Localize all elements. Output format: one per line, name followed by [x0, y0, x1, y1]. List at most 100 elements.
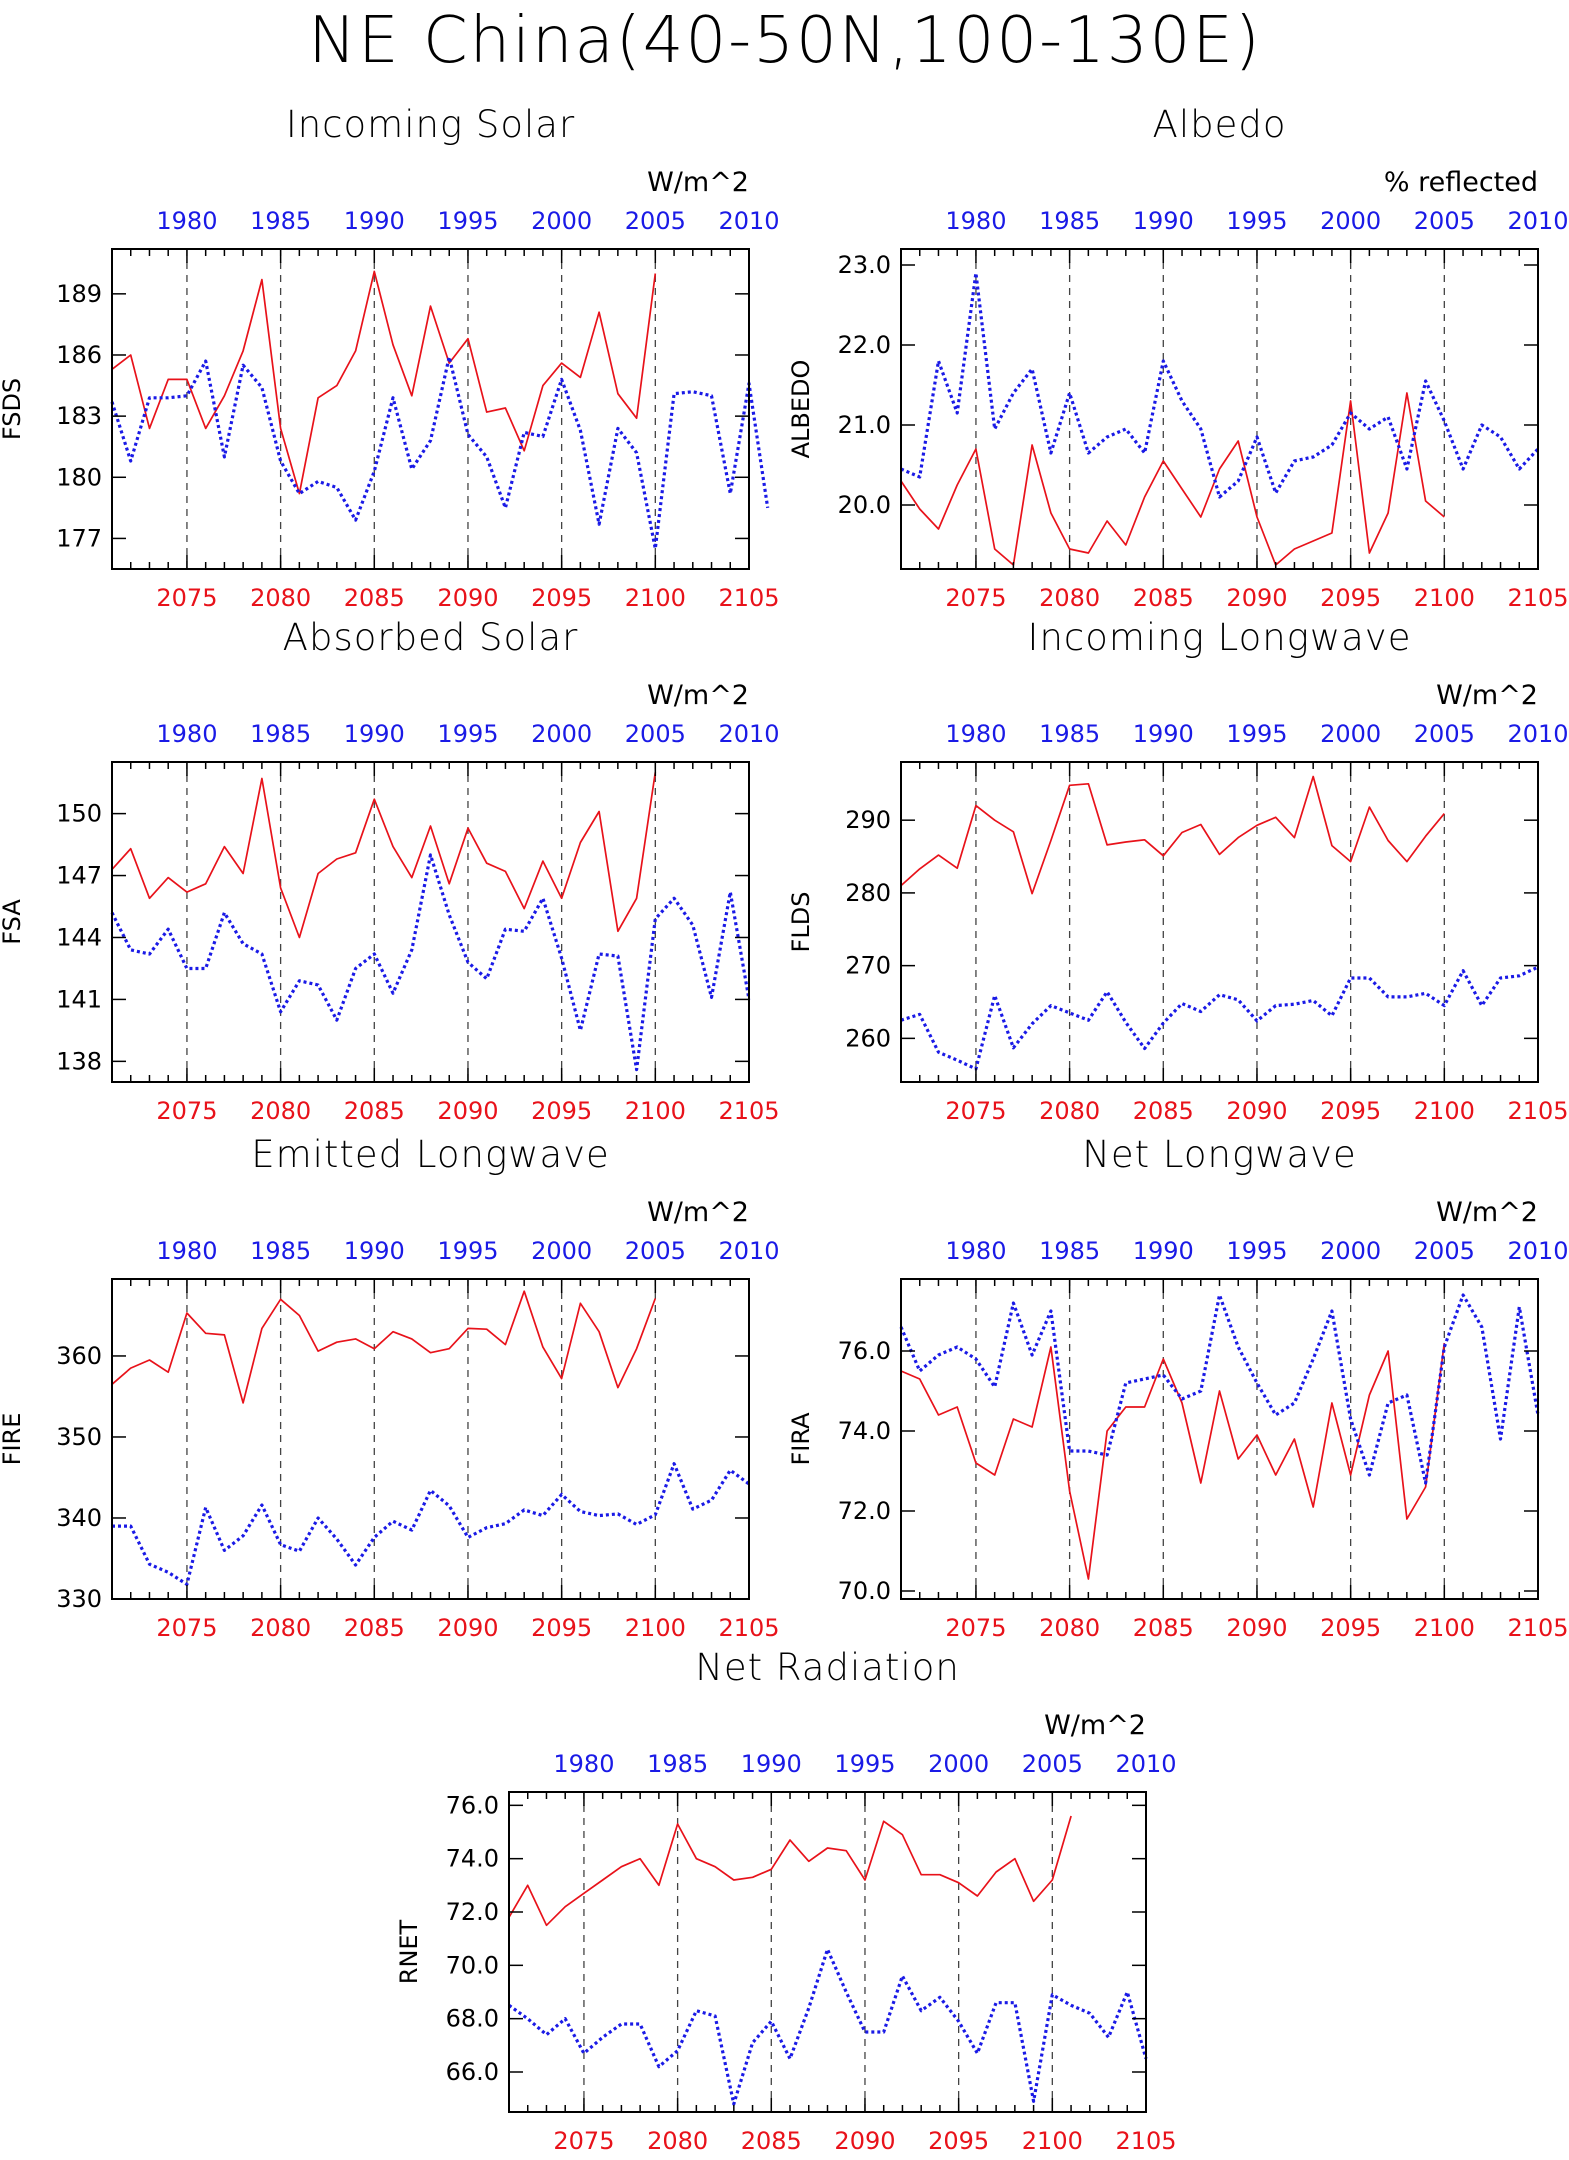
plot-frame	[111, 248, 750, 570]
y-tick-label: 141	[56, 985, 102, 1013]
y-tick-label: 20.0	[838, 491, 891, 519]
top-tick-label: 1985	[250, 1237, 311, 1265]
chart-panel-fira: Net Longwave W/m^2 2075 2080 2085 2090 2095 210…	[787, 1133, 1569, 1642]
y-tick-label: 340	[56, 1504, 102, 1532]
bottom-tick-label: 2105	[718, 584, 779, 612]
y-tick-label: 74.0	[446, 1845, 499, 1873]
y-tick-label: 74.0	[838, 1417, 891, 1445]
y-tick-label: 177	[56, 524, 102, 552]
units-label: W/m^2	[1436, 680, 1538, 711]
top-tick-label: 2005	[625, 1237, 686, 1265]
series-line-future	[900, 392, 1445, 566]
y-tick-label: 290	[845, 806, 891, 834]
bottom-tick-label: 2095	[531, 1614, 592, 1642]
top-tick-label: 2005	[1414, 720, 1475, 748]
top-tick-label: 1985	[1039, 207, 1100, 235]
bottom-tick-label: 2085	[1133, 584, 1194, 612]
y-axis-label: ALBEDO	[787, 360, 815, 459]
top-tick-label: 2010	[718, 720, 779, 748]
panel-title: Incoming Longwave	[1028, 616, 1412, 659]
top-tick-label: 1990	[344, 1237, 405, 1265]
top-tick-label: 1990	[1133, 720, 1194, 748]
chart-panel-fsds: Incoming Solar W/m^2 2075 2080 2085 2090 2095 2…	[0, 103, 780, 612]
top-tick-label: 2005	[1414, 207, 1475, 235]
bottom-tick-label: 2095	[928, 2127, 989, 2155]
top-tick-label: 1995	[437, 720, 498, 748]
top-tick-label: 1995	[1226, 207, 1287, 235]
y-tick-label: 21.0	[838, 411, 891, 439]
y-tick-label: 280	[845, 879, 891, 907]
top-tick-label: 1990	[1133, 1237, 1194, 1265]
series-line-future	[111, 772, 657, 939]
y-axis-label: FSDS	[0, 378, 26, 440]
y-tick-label: 76.0	[446, 1791, 499, 1819]
y-tick-label: 330	[56, 1585, 102, 1613]
bottom-tick-label: 2100	[1022, 2127, 1083, 2155]
bottom-tick-label: 2080	[250, 584, 311, 612]
series-line-historical	[900, 271, 1540, 499]
bottom-tick-label: 2090	[1226, 1097, 1287, 1125]
y-axis-label: FLDS	[787, 892, 815, 953]
panel-title: Absorbed Solar	[283, 616, 579, 659]
bottom-tick-label: 2105	[1507, 1097, 1568, 1125]
top-tick-label: 1980	[156, 720, 217, 748]
bottom-tick-label: 2075	[156, 1614, 217, 1642]
bottom-tick-label: 2105	[718, 1097, 779, 1125]
top-tick-label: 1990	[344, 720, 405, 748]
top-tick-label: 2000	[531, 1237, 592, 1265]
bottom-tick-label: 2075	[156, 584, 217, 612]
y-tick-label: 350	[56, 1423, 102, 1451]
top-tick-label: 2005	[625, 720, 686, 748]
top-tick-label: 2005	[1022, 1750, 1083, 1778]
panel-title: Net Radiation	[695, 1646, 960, 1689]
top-tick-label: 1990	[741, 1750, 802, 1778]
y-tick-label: 150	[56, 800, 102, 828]
y-tick-label: 70.0	[838, 1577, 891, 1605]
bottom-tick-label: 2075	[945, 1614, 1006, 1642]
y-tick-label: 68.0	[446, 2005, 499, 2033]
top-tick-label: 1980	[553, 1750, 614, 1778]
figure-title: NE China(40-50N,100-130E)	[308, 4, 1261, 78]
top-tick-label: 1980	[945, 720, 1006, 748]
y-tick-label: 147	[56, 862, 102, 890]
top-tick-label: 2005	[1414, 1237, 1475, 1265]
bottom-tick-label: 2080	[647, 2127, 708, 2155]
plot-frame	[900, 761, 1539, 1083]
top-tick-label: 2000	[1320, 720, 1381, 748]
bottom-tick-label: 2105	[718, 1614, 779, 1642]
top-tick-label: 1985	[250, 720, 311, 748]
bottom-tick-label: 2090	[1226, 1614, 1287, 1642]
bottom-tick-label: 2090	[437, 1614, 498, 1642]
y-tick-label: 72.0	[838, 1497, 891, 1525]
y-axis-label: FIRA	[787, 1412, 815, 1466]
panel-title: Net Longwave	[1082, 1133, 1357, 1176]
bottom-tick-label: 2085	[1133, 1614, 1194, 1642]
bottom-tick-label: 2075	[945, 1097, 1006, 1125]
panels: Incoming Solar W/m^2 2075 2080 2085 2090 2095 2…	[0, 103, 1569, 2155]
top-tick-label: 1980	[945, 1237, 1006, 1265]
top-tick-label: 2000	[1320, 1237, 1381, 1265]
bottom-tick-label: 2080	[1039, 584, 1100, 612]
bottom-tick-label: 2095	[531, 584, 592, 612]
bottom-tick-label: 2095	[1320, 1097, 1381, 1125]
bottom-tick-label: 2095	[531, 1097, 592, 1125]
bottom-tick-label: 2090	[1226, 584, 1287, 612]
bottom-tick-label: 2085	[1133, 1097, 1194, 1125]
top-tick-label: 2010	[1507, 1237, 1568, 1265]
chart-panel-fire: Emitted Longwave W/m^2 2075 2080 2085 2090 209…	[0, 1133, 780, 1642]
units-label: W/m^2	[1044, 1710, 1146, 1741]
bottom-tick-label: 2075	[156, 1097, 217, 1125]
bottom-tick-label: 2095	[1320, 584, 1381, 612]
y-tick-label: 138	[56, 1047, 102, 1075]
top-tick-label: 2010	[1507, 720, 1568, 748]
series-line-historical	[112, 1462, 750, 1587]
bottom-tick-label: 2075	[553, 2127, 614, 2155]
bottom-tick-label: 2090	[834, 2127, 895, 2155]
top-tick-label: 1985	[1039, 1237, 1100, 1265]
series-line-historical	[110, 355, 770, 551]
bottom-tick-label: 2100	[625, 1097, 686, 1125]
y-tick-label: 186	[56, 341, 102, 369]
bottom-tick-label: 2090	[437, 1097, 498, 1125]
top-tick-label: 1980	[945, 207, 1006, 235]
bottom-tick-label: 2085	[344, 1614, 405, 1642]
